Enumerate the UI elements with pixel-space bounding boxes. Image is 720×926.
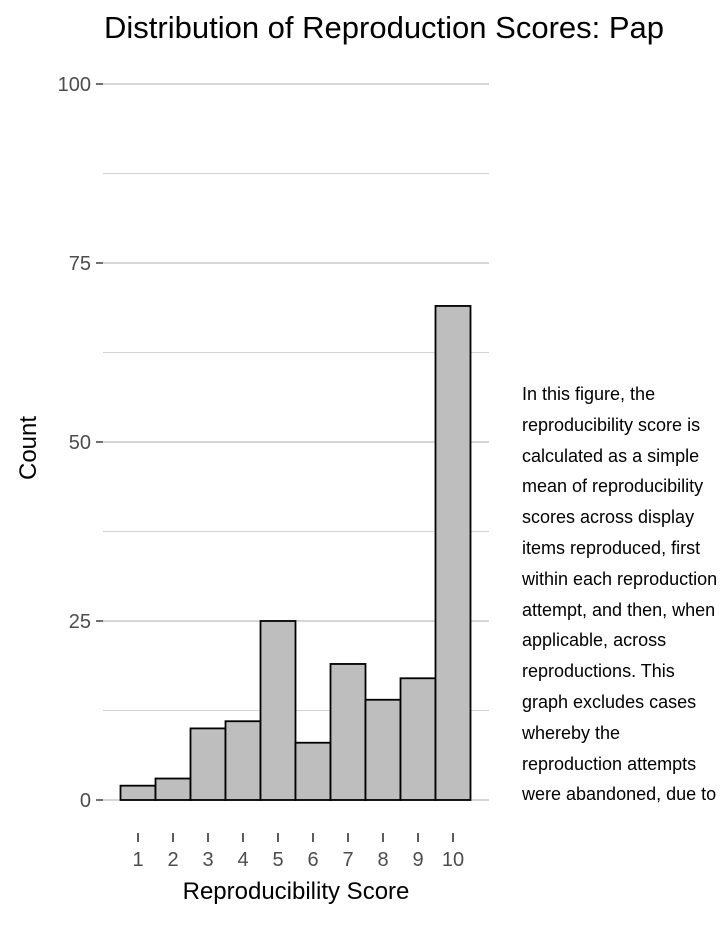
histogram-bar [364,698,402,801]
histogram-bar [329,663,367,801]
y-axis-label: Count [15,416,42,480]
histogram-bar [154,777,192,801]
histogram-bar [259,620,297,801]
histogram-bar [399,677,437,801]
histogram-bar [294,741,332,801]
y-axis: 0 25 50 75 100 [58,74,103,812]
x-axis: 1 2 3 4 5 6 7 8 9 10 [132,833,464,871]
x-tick-label: 5 [272,849,283,871]
histogram-bar [189,727,227,801]
x-tick-label: 4 [237,849,248,871]
y-tick-label: 100 [58,74,91,96]
x-axis-label: Reproducibility Score [183,878,410,905]
x-tick-label: 7 [342,849,353,871]
x-tick-label: 10 [442,849,464,871]
x-tick-label: 1 [132,849,143,871]
histogram-bar [224,720,262,801]
y-tick-label: 0 [80,790,91,812]
figure-caption: In this figure, the reproducibility scor… [522,384,718,805]
x-tick-label: 6 [307,849,318,871]
histogram-bar [434,305,472,801]
x-tick-label: 8 [377,849,388,871]
y-tick-label: 25 [69,611,91,633]
x-tick-label: 3 [202,849,213,871]
x-tick-label: 2 [167,849,178,871]
chart-title: Distribution of Reproduction Scores: Pap [104,10,665,45]
bars [119,305,472,801]
x-tick-label: 9 [412,849,423,871]
y-tick-label: 75 [69,253,91,275]
y-tick-label: 50 [69,432,91,454]
histogram-bar [119,784,157,801]
